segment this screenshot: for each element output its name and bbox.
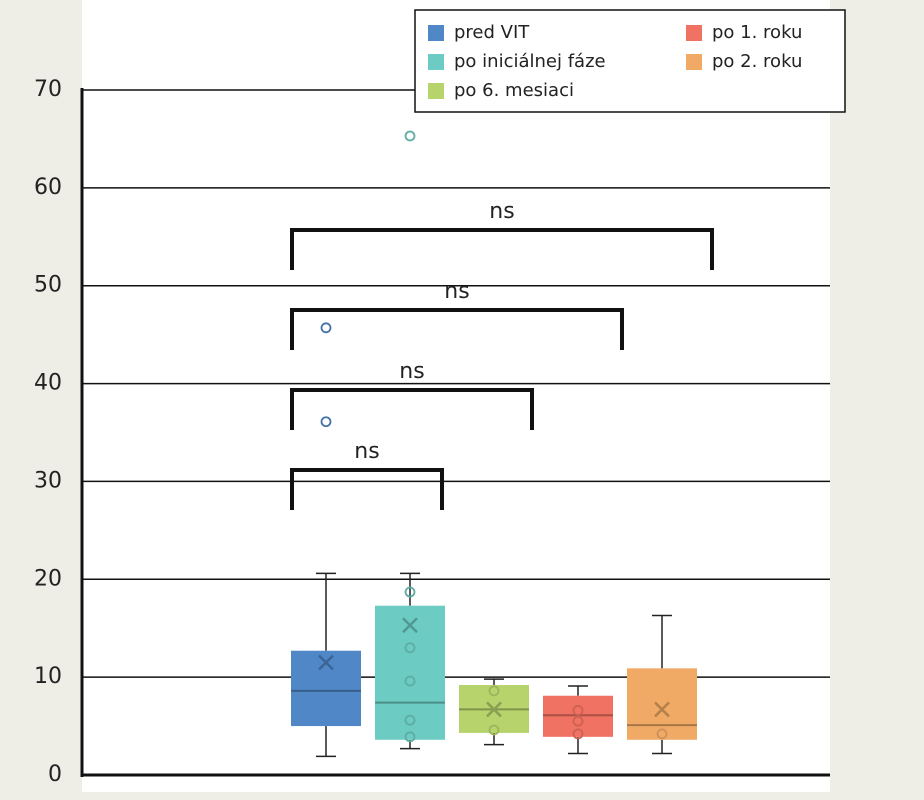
annotation-label: ns bbox=[489, 199, 514, 224]
point bbox=[404, 675, 416, 687]
legend-label: po 1. roku bbox=[712, 22, 802, 43]
point bbox=[572, 715, 584, 727]
y-tick-label: 70 bbox=[34, 77, 62, 102]
point bbox=[488, 685, 500, 697]
point bbox=[656, 728, 668, 740]
mean-marker bbox=[654, 701, 670, 718]
y-tick-label: 10 bbox=[34, 664, 62, 689]
legend-label: po 2. roku bbox=[712, 51, 802, 72]
plot-background bbox=[82, 0, 830, 792]
mean-marker bbox=[402, 617, 418, 634]
y-tick-label: 50 bbox=[34, 273, 62, 298]
point bbox=[404, 642, 416, 654]
legend-swatch bbox=[428, 25, 444, 41]
legend-label: pred VIT bbox=[454, 22, 530, 43]
legend-swatch bbox=[686, 54, 702, 70]
annotation-label: ns bbox=[399, 359, 424, 384]
point bbox=[320, 322, 332, 334]
y-tick-label: 40 bbox=[34, 371, 62, 396]
point bbox=[572, 728, 584, 740]
legend-swatch bbox=[428, 83, 444, 99]
legend-box bbox=[414, 9, 846, 113]
y-tick-label: 20 bbox=[34, 566, 62, 591]
mean-marker bbox=[486, 701, 502, 718]
annotation-label: ns bbox=[354, 439, 379, 464]
significance-bracket bbox=[290, 468, 444, 510]
legend-label: po iniciálnej fáze bbox=[454, 51, 606, 72]
legend-swatch bbox=[686, 25, 702, 41]
point bbox=[404, 714, 416, 726]
mean-marker bbox=[318, 654, 334, 671]
legend-swatch bbox=[428, 54, 444, 70]
point bbox=[404, 586, 416, 598]
significance-bracket bbox=[290, 388, 534, 430]
y-tick-label: 0 bbox=[48, 762, 62, 787]
point bbox=[320, 416, 332, 428]
significance-bracket bbox=[290, 308, 624, 350]
annotation-label: ns bbox=[444, 279, 469, 304]
point bbox=[404, 130, 416, 142]
box bbox=[627, 668, 697, 740]
y-tick-label: 30 bbox=[34, 468, 62, 493]
box bbox=[375, 605, 445, 740]
significance-bracket bbox=[290, 228, 714, 270]
legend-label: po 6. mesiaci bbox=[454, 80, 574, 101]
y-tick-label: 60 bbox=[34, 175, 62, 200]
point bbox=[572, 705, 584, 716]
point bbox=[404, 731, 416, 743]
point bbox=[488, 724, 500, 736]
